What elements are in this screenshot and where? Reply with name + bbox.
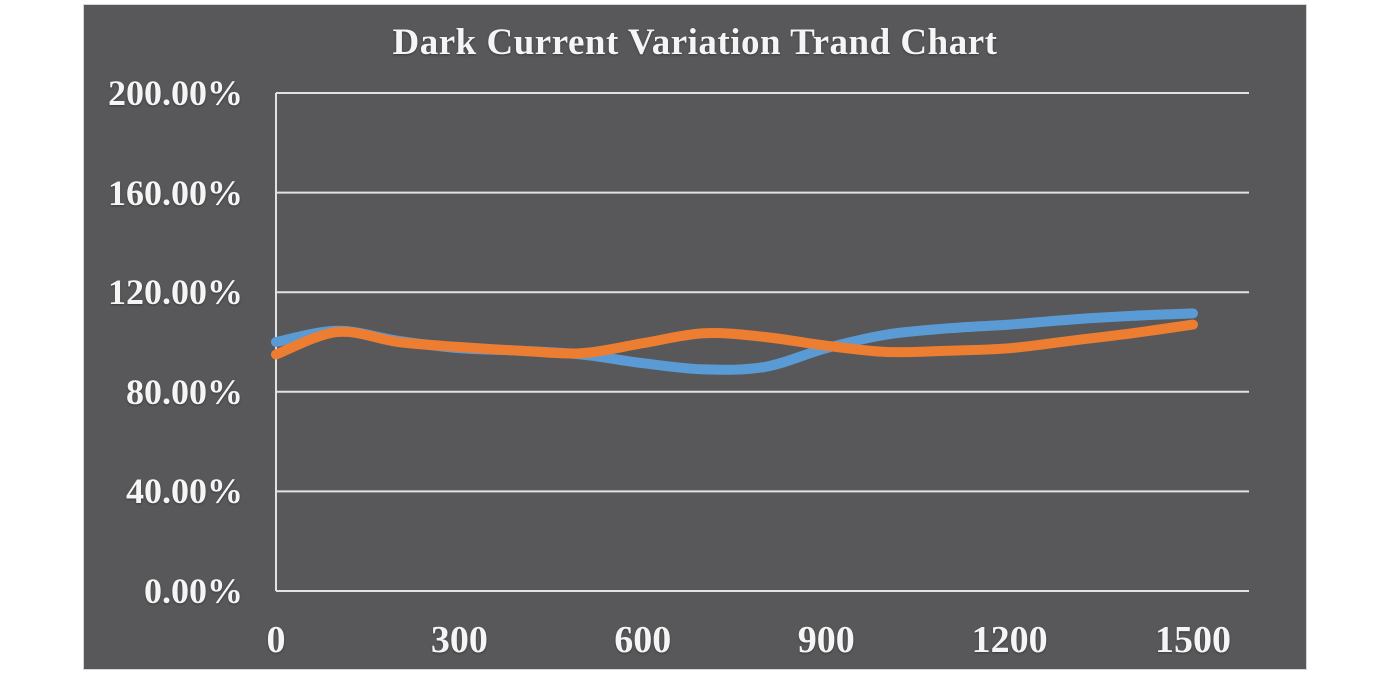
chart-title: Dark Current Variation Trand Chart [392,22,998,63]
x-tick-label: 600 [614,619,672,661]
y-tick-label: 0.00% [144,571,243,611]
x-tick-label: 1200 [971,619,1048,661]
y-tick-label: 200.00% [108,73,243,113]
x-tick-label: 1500 [1155,619,1231,661]
y-tick-label: 40.00% [126,471,243,512]
x-tick-label: 0 [266,619,286,661]
plot-svg [271,92,1249,592]
x-tick-label: 900 [797,619,855,661]
chart-canvas: Dark Current Variation Trand Chart 200.0… [83,4,1307,670]
y-tick-label: 80.00% [126,371,243,412]
y-tick-label: 120.00% [108,272,243,313]
y-tick-label: 160.00% [108,172,243,213]
plot-area [271,92,1249,592]
x-tick-label: 300 [430,619,488,661]
series-orange-line [271,319,1198,360]
